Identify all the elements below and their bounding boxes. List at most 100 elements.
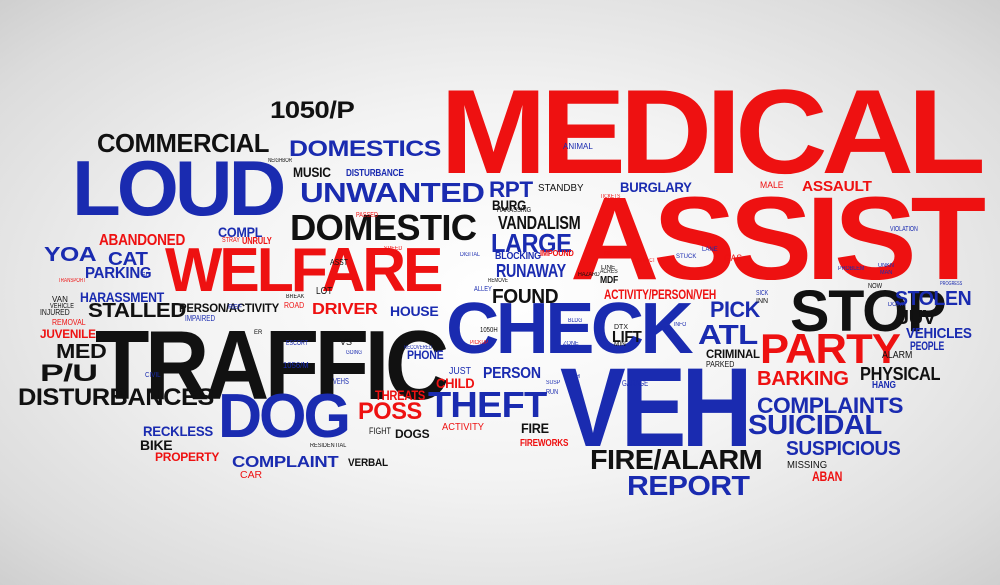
word-domestic-10: DOMESTIC: [290, 207, 477, 248]
word-digital-131: DIGITAL: [460, 252, 480, 258]
word-found-30: FOUND: [492, 286, 559, 308]
word-unwanted-11: UNWANTED: [300, 177, 485, 208]
word-threats-57: THREATS: [375, 387, 426, 403]
word-er-139: ER: [254, 330, 263, 336]
word-dog-7: DOG: [218, 382, 351, 451]
word-medical-0: MEDICAL: [440, 65, 986, 199]
word-activity-person-veh-41: ACTIVITY/PERSON/VEH: [604, 286, 717, 302]
word-pick-29: PICK: [710, 297, 760, 322]
word-child-52: CHILD: [436, 375, 475, 391]
word-man-109: MAN: [880, 270, 893, 276]
word-unkn-108: UNKN: [878, 263, 895, 269]
word-down-135: DOWN: [888, 302, 906, 308]
word-standby-36: STANDBY: [538, 183, 584, 194]
word-blocking-89: BLOCKING: [495, 251, 541, 262]
word-impaired-117: IMPAIRED: [185, 314, 216, 323]
word-physical-24: PHYSICAL: [860, 364, 941, 384]
word-stuck-102: STUCK: [676, 254, 697, 260]
word-lot-63: LOT: [316, 286, 333, 297]
word-info-137: INFO: [674, 322, 687, 328]
word-speed-129: SPEED: [384, 246, 403, 252]
word-barking-23: BARKING: [757, 368, 849, 390]
word-su-116: SU: [141, 272, 151, 279]
word-inn-107: INN: [756, 298, 769, 305]
word-vs-88: VS: [340, 337, 353, 347]
word-bldg-130: BLDG: [568, 318, 583, 324]
word-house-61: HOUSE: [390, 303, 439, 319]
word-check-4: CHECK: [446, 289, 694, 369]
word-subject-114: SUBJECT: [635, 258, 656, 264]
word-report-17: REPORT: [627, 470, 750, 501]
word-phone-60: PHONE: [407, 348, 444, 362]
word-traffic-3: TRAFFIC: [95, 310, 449, 420]
word-yoa-80: YOA: [44, 244, 97, 266]
word-stop-8: STOP: [790, 279, 946, 344]
word-removal-95: REMOVAL: [52, 318, 86, 327]
word-loud-6: LOUD: [72, 144, 286, 232]
word-suspicious-22: SUSPICIOUS: [786, 438, 901, 460]
word-person-activity-65: PERSON/ACTIVITY: [179, 301, 280, 315]
word-animal-40: ANIMAL: [563, 142, 593, 151]
word-runaway-32: RUNAWAY: [496, 261, 566, 281]
word-tickets-134: TICKETS: [600, 194, 621, 200]
word-neighbor-127: NEIGHBOR: [268, 158, 293, 164]
word-aban-49: ABAN: [812, 468, 843, 484]
word-stray-97: STRAY: [222, 237, 240, 244]
word-music-84: MUSIC: [293, 164, 331, 180]
word-gas-100: GAS: [724, 253, 743, 263]
word-just-53: JUST: [449, 366, 471, 377]
word-remove-123: REMOVE: [488, 278, 509, 284]
word-sick-106: SICK: [756, 290, 769, 297]
word-fire-alarm-16: FIRE/ALARM: [590, 444, 763, 475]
word-activity-54: ACTIVITY: [442, 422, 484, 433]
word-harassment-77: HARASSMENT: [80, 289, 164, 305]
word-parking-78: PARKING: [85, 265, 152, 282]
word-burglary-37: BURGLARY: [620, 179, 692, 195]
word-harassing-99: HARASSING: [497, 207, 532, 214]
word-impound-90: IMPOUND: [540, 249, 574, 258]
word-people-46: PEOPLE: [910, 339, 945, 353]
word-rpt-35: RPT: [489, 177, 533, 202]
word-vehicles-25: VEHICLES: [906, 325, 972, 342]
word-acres-113: ACRES: [600, 269, 618, 275]
word-fight-59: FIGHT: [369, 426, 392, 436]
word-break-132: BREAK: [286, 294, 305, 300]
word-vandalism-33: VANDALISM: [498, 213, 581, 233]
word-lift-42: LIFT: [612, 329, 642, 346]
word-recovered-126: RECOVERED: [404, 345, 433, 351]
word-alarm-45: ALARM: [882, 350, 913, 361]
word-pickup-125: PICKUP: [470, 340, 489, 346]
word-problem-104: PROBLEM: [838, 266, 865, 272]
word-road-66: ROAD: [284, 301, 305, 310]
word-th-128: TH: [570, 374, 580, 380]
word-unruly-83: UNRULY: [242, 236, 272, 247]
word-p-u-73: P/U: [40, 360, 98, 387]
word-juv-27: JUV: [898, 307, 936, 329]
word-progress-142: PROGRESS: [940, 281, 963, 287]
word-assault-38: ASSAULT: [802, 178, 872, 195]
word-stalled-76: STALLED: [88, 300, 186, 322]
word-verbal-68: VERBAL: [348, 457, 388, 469]
word-zone-112: ZONE: [563, 341, 579, 347]
word-abandoned-81: ABANDONED: [99, 232, 186, 249]
word-complaints-20: COMPLAINTS: [757, 393, 903, 418]
word-garage-50: GARAGE: [622, 379, 649, 388]
word-stolen-26: STOLEN: [895, 288, 972, 310]
word-spill-136: SPILL: [658, 326, 673, 332]
word-large-31: LARGE: [491, 228, 572, 258]
word-party-9: PARTY: [760, 325, 901, 372]
word-transport-120: TRANSPORT: [58, 278, 86, 284]
word-injured-94: INJURED: [40, 308, 70, 317]
word-run-124: RUN: [546, 389, 559, 396]
word-die-140: DIE: [604, 251, 615, 257]
word-driver-62: DRIVER: [312, 301, 378, 318]
word-residential-119: RESIDENTIAL: [310, 443, 347, 449]
word-line-133: LINE: [601, 265, 616, 271]
word-dtx-110: DTX: [614, 324, 628, 331]
word-assist-1: ASSIST: [570, 173, 986, 305]
word-disturbance-85: DISTURBANCE: [346, 168, 404, 179]
word-van-96: VAN: [52, 295, 68, 304]
word-atl-28: ATL: [698, 319, 758, 350]
word-violation-103: VIOLATION: [890, 226, 918, 233]
